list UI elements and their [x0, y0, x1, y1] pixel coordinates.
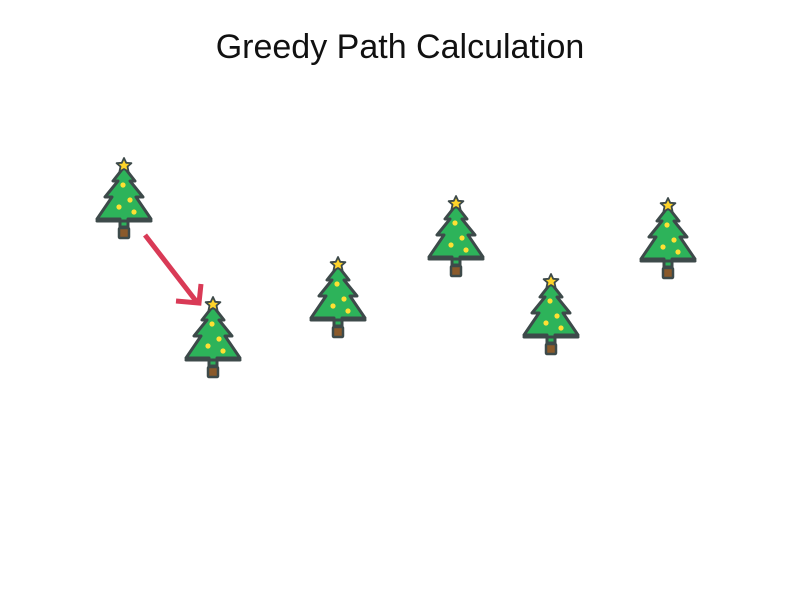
- tree-4: [427, 194, 485, 278]
- diagram-title: Greedy Path Calculation: [215, 28, 585, 66]
- tree-1: [95, 156, 153, 240]
- tree-2: [184, 295, 242, 379]
- tree-5: [522, 272, 580, 356]
- tree-6: [639, 196, 697, 280]
- path-arrow: [143, 233, 204, 306]
- tree-3: [309, 255, 367, 339]
